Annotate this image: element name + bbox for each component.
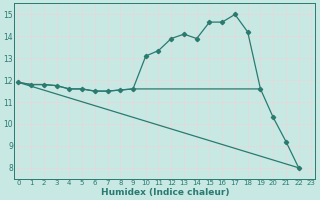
X-axis label: Humidex (Indice chaleur): Humidex (Indice chaleur) <box>100 188 229 197</box>
